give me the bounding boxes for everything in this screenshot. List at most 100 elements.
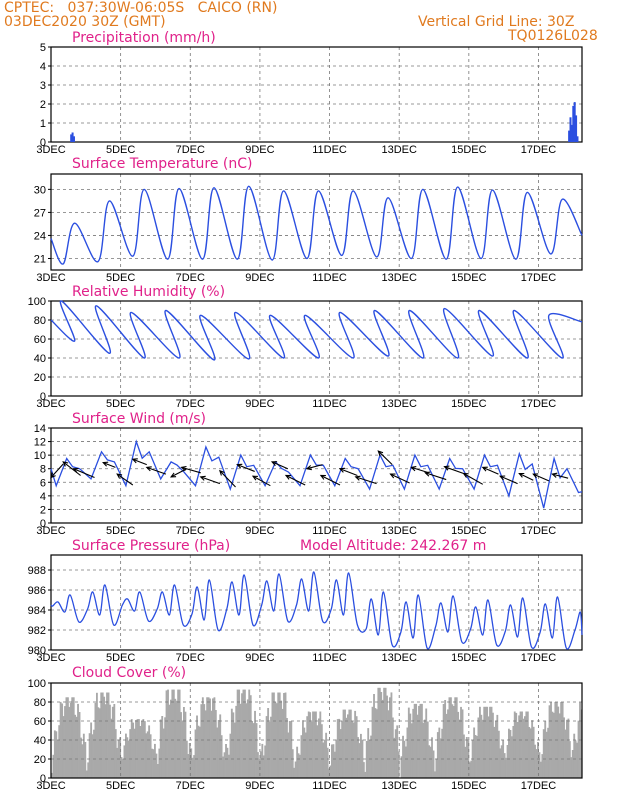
cloud-bar — [103, 696, 106, 778]
precip-bar — [71, 132, 74, 142]
cloud-bar — [177, 689, 180, 778]
wind-vector — [551, 472, 569, 479]
cloud-bar — [206, 697, 209, 779]
cloud-bar — [339, 729, 342, 778]
wind-vector — [389, 473, 410, 484]
cloud-bar — [98, 708, 101, 778]
rh-ytick-label: 40 — [34, 353, 46, 365]
cloud-bar — [426, 721, 429, 778]
cloud-bar — [551, 711, 554, 778]
cloud-bar — [271, 692, 274, 778]
pressure-ytick-label: 980 — [28, 645, 46, 657]
cloud-bar — [146, 731, 149, 778]
wind-panel-title: Surface Wind (m/s) — [72, 411, 206, 427]
rh-xtick-label: 15DEC — [451, 398, 487, 410]
cloud-bar — [390, 692, 393, 778]
cloud-bar — [361, 739, 364, 778]
cloud-bar — [380, 692, 383, 778]
cloud-bar — [244, 689, 246, 778]
rh-frame — [50, 300, 583, 397]
cloud-bar — [387, 710, 390, 778]
wind-vector — [284, 474, 306, 486]
rh-xtick-label: 7DEC — [176, 398, 205, 410]
cloud-bar — [261, 743, 264, 778]
pressure-ytick-label: 988 — [28, 565, 46, 577]
cloud-bar — [236, 689, 239, 778]
grid-line-label: Vertical Grid Line: 30Z — [418, 14, 575, 30]
cloud-bar — [209, 698, 211, 778]
cloud-bar — [280, 700, 283, 778]
cloud-bar — [393, 737, 396, 778]
cloud-bar — [84, 742, 87, 778]
cloud-bar — [138, 719, 140, 778]
cloud-bar — [563, 717, 565, 778]
cloud-bar — [439, 738, 442, 778]
cloud-bar — [423, 719, 426, 778]
cloud-bar — [515, 712, 518, 778]
cloud-bar — [377, 687, 380, 779]
cloud-bar — [251, 721, 254, 778]
cloud-bar — [293, 767, 296, 778]
cloud-bar — [197, 725, 200, 778]
cloud-bar — [159, 719, 162, 778]
cloud-bar — [313, 711, 316, 778]
cloud-bar — [394, 729, 397, 778]
rh-xtick-label: 13DEC — [381, 398, 417, 410]
cloud-bar — [106, 692, 108, 778]
wind-vector — [462, 472, 484, 485]
wind-vector — [532, 473, 550, 482]
wind-vector — [319, 474, 341, 486]
cloud-bar — [518, 715, 521, 778]
cloud-bar — [534, 744, 536, 778]
cloud-bar — [171, 689, 174, 778]
cloud-bar — [306, 716, 309, 778]
cloud-bar — [201, 697, 204, 779]
cloud-bar — [148, 725, 151, 778]
pressure-xtick-label: 9DEC — [245, 652, 274, 664]
wind-vector — [410, 466, 429, 474]
temp-xtick-label: 3DEC — [36, 272, 65, 284]
cloud-bar — [473, 727, 476, 778]
cloud-bar — [238, 689, 241, 778]
cloud-bar — [64, 706, 66, 778]
pressure-xtick-label: 13DEC — [381, 652, 417, 664]
cloud-bar — [464, 746, 467, 778]
cloud-bar — [371, 706, 374, 778]
cloud-bar — [463, 734, 465, 778]
wind-vector — [251, 475, 271, 487]
cloud-bar — [268, 721, 271, 778]
cloud-bar — [175, 700, 178, 778]
cloud-bar — [91, 734, 94, 778]
cloud-bar — [468, 762, 471, 778]
cloud-bar — [61, 703, 64, 778]
cloud-bar — [435, 758, 438, 778]
cloud-bar — [119, 737, 122, 778]
wind-vectors — [50, 450, 569, 488]
cloud-xtick-label: 11DEC — [312, 780, 347, 792]
cloud-bar — [170, 699, 172, 778]
cloud-bar — [113, 704, 116, 778]
cloud-bar — [489, 706, 491, 779]
temp-xtick-label: 13DEC — [381, 272, 417, 284]
cloud-bar — [425, 708, 428, 778]
cloud-bar — [442, 704, 445, 778]
cloud-bar — [246, 699, 249, 778]
cloud-bar — [158, 748, 161, 778]
precip-bar — [70, 134, 73, 142]
cloud-bar — [136, 719, 139, 778]
cloud-bar — [415, 703, 418, 778]
cloud-bar — [416, 714, 419, 778]
cloud-bar — [577, 720, 580, 778]
cloud-bar — [406, 727, 409, 778]
cloud-bar — [267, 708, 270, 778]
cloud-bar — [309, 712, 312, 778]
temp-ytick-label: 27 — [34, 207, 46, 219]
cloud-xtick-label: 13DEC — [381, 780, 417, 792]
cloud-bar — [278, 692, 281, 778]
cloud-bar — [347, 714, 349, 778]
wind-xtick-label: 5DEC — [106, 525, 135, 537]
cloud-bar — [291, 749, 294, 778]
wind-vector — [338, 467, 358, 477]
cloud-bar — [333, 751, 336, 778]
cloud-bar — [349, 709, 352, 778]
